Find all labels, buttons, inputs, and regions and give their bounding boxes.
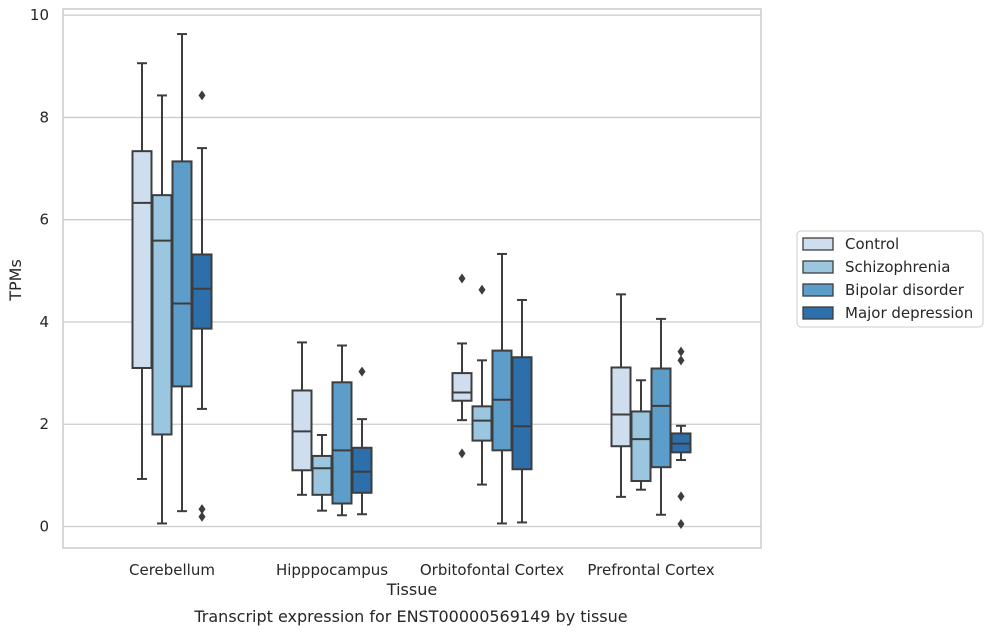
legend-frame (796, 230, 984, 328)
x-axis-ticks: Cerebellum Hipppocampus Orbitofontal Corte… (129, 561, 715, 579)
legend-label: Control (845, 235, 899, 253)
legend-swatch (802, 306, 834, 320)
y-tick-label: 4 (39, 313, 49, 331)
outlier-point (677, 518, 685, 529)
outlier-point (198, 504, 206, 515)
box (511, 356, 533, 471)
outlier-point (198, 511, 206, 522)
outlier-point (478, 284, 486, 295)
y-tick-label: 0 (39, 518, 49, 536)
box (610, 366, 632, 448)
x-tick-label: Prefrontal Cortex (587, 561, 714, 579)
box (630, 410, 652, 483)
chart-caption: Transcript expression for ENST0000056914… (193, 607, 627, 626)
box-group-3 (610, 293, 692, 529)
box (291, 389, 313, 472)
outlier-point (358, 366, 366, 377)
x-tick-label: Cerebellum (129, 561, 215, 579)
y-axis-label: TPMs (6, 259, 25, 302)
legend-label: Major depression (845, 304, 973, 322)
outlier-point (458, 273, 466, 284)
y-tick-label: 8 (39, 108, 49, 126)
box-group-0 (131, 33, 213, 525)
box (191, 253, 213, 330)
outlier-point (198, 90, 206, 101)
x-axis-label: Tissue (386, 580, 437, 599)
box (650, 367, 672, 469)
box (311, 454, 333, 496)
box-groups (131, 33, 692, 529)
box (171, 160, 193, 388)
outlier-point (677, 355, 685, 366)
legend-swatch (802, 283, 834, 297)
box (471, 405, 493, 442)
legend-swatch (802, 260, 834, 274)
outlier-point (458, 448, 466, 459)
legend: Control Schizophrenia Bipolar disorder Majo… (796, 230, 984, 328)
x-tick-label: Orbitofontal Cortex (420, 561, 564, 579)
box-group-2 (451, 252, 533, 525)
legend-label: Schizophrenia (845, 258, 950, 276)
y-tick-label: 2 (39, 415, 49, 433)
box-group-1 (291, 341, 373, 517)
y-tick-label: 10 (30, 6, 49, 24)
outlier-point (677, 346, 685, 357)
y-axis-ticks: 0 2 4 6 8 10 (30, 6, 49, 535)
legend-swatch (802, 237, 834, 251)
box (331, 381, 353, 505)
box (131, 150, 153, 369)
x-tick-label: Hipppocampus (276, 561, 388, 579)
box (351, 446, 373, 494)
legend-label: Bipolar disorder (845, 281, 965, 299)
box (151, 194, 173, 436)
box (451, 372, 473, 402)
outlier-point (677, 491, 685, 502)
y-tick-label: 6 (39, 211, 49, 229)
